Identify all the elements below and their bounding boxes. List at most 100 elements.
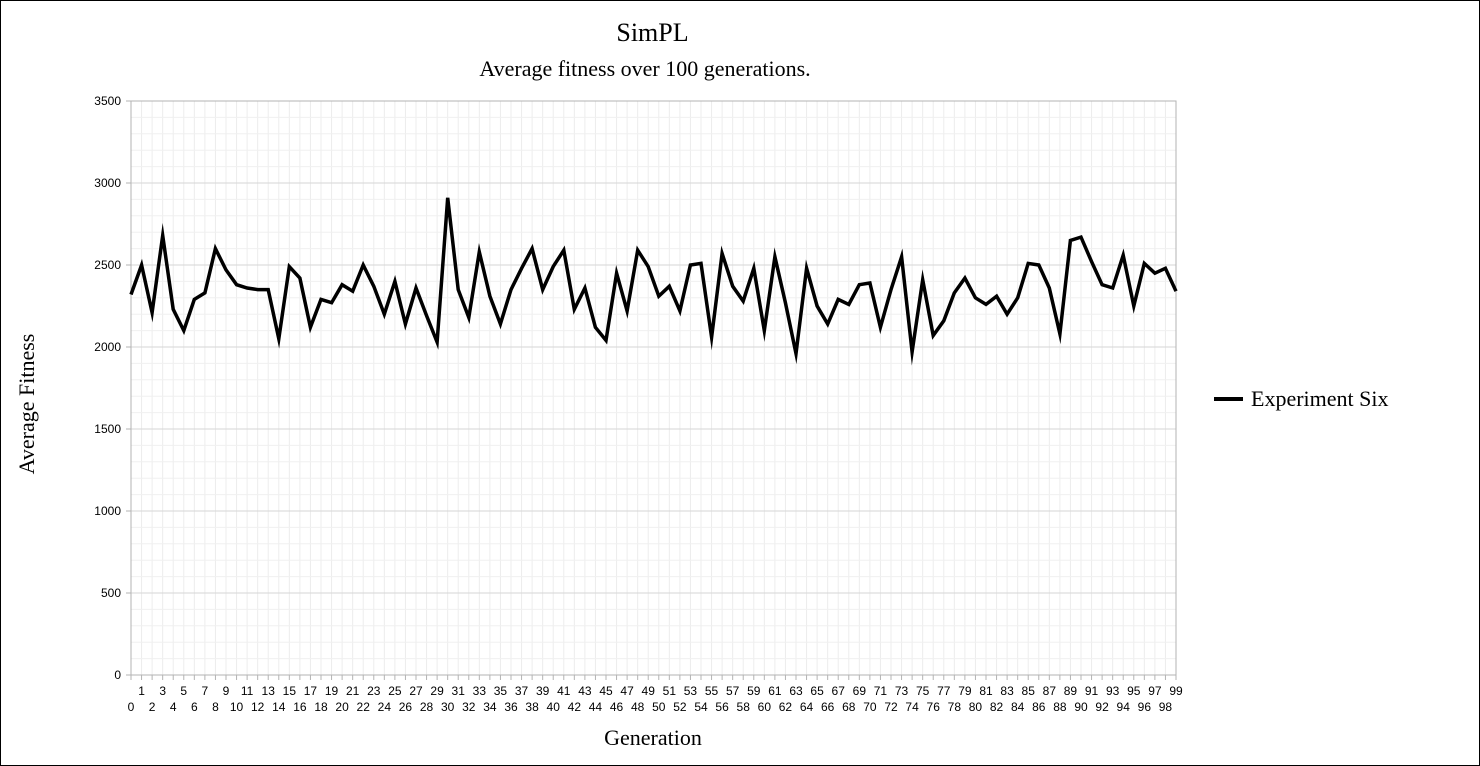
- x-tick-label: 81: [979, 684, 993, 698]
- plot-border: [130, 100, 1177, 676]
- x-tick-label: 42: [568, 700, 582, 714]
- x-tick-label: 45: [599, 684, 613, 698]
- x-tick-label: 97: [1148, 684, 1162, 698]
- x-tick-label: 13: [262, 684, 276, 698]
- x-tick-label: 4: [170, 700, 177, 714]
- y-tick-label: 500: [101, 586, 121, 600]
- x-tick-label: 61: [768, 684, 782, 698]
- x-tick-label: 90: [1074, 700, 1088, 714]
- series-group: [129, 197, 1178, 366]
- x-axis-title: Generation: [604, 725, 702, 750]
- x-tick-label: 62: [779, 700, 793, 714]
- x-tick-label: 93: [1106, 684, 1120, 698]
- x-tick-label: 22: [357, 700, 371, 714]
- y-tick-label: 1000: [94, 504, 121, 518]
- axes: [126, 100, 1177, 680]
- x-tick-label: 2: [149, 700, 156, 714]
- x-tick-label: 47: [620, 684, 634, 698]
- x-tick-label: 63: [789, 684, 803, 698]
- x-tick-label: 67: [832, 684, 846, 698]
- x-tick-label: 66: [821, 700, 835, 714]
- x-tick-label: 69: [853, 684, 867, 698]
- x-tick-label: 46: [610, 700, 624, 714]
- x-tick-label: 72: [884, 700, 898, 714]
- y-axis-title: Average Fitness: [14, 333, 39, 475]
- x-tick-label: 79: [958, 684, 972, 698]
- x-tick-label: 8: [212, 700, 219, 714]
- x-tick-label: 83: [1000, 684, 1014, 698]
- y-tick-label: 2000: [94, 340, 121, 354]
- x-tick-label: 27: [409, 684, 423, 698]
- x-tick-label: 24: [378, 700, 392, 714]
- chart-title: SimPL: [616, 18, 689, 47]
- x-tick-label: 25: [388, 684, 402, 698]
- legend-swatch: [1214, 397, 1243, 401]
- x-tick-label: 40: [547, 700, 561, 714]
- x-tick-label: 98: [1159, 700, 1173, 714]
- x-tick-label: 20: [335, 700, 349, 714]
- x-tick-label: 31: [452, 684, 466, 698]
- x-tick-label: 60: [758, 700, 772, 714]
- x-tick-label: 50: [652, 700, 666, 714]
- legend-label: Experiment Six: [1251, 386, 1389, 411]
- x-tick-label: 23: [367, 684, 381, 698]
- x-tick-label: 77: [937, 684, 951, 698]
- x-tick-label: 75: [916, 684, 930, 698]
- x-tick-label: 92: [1095, 700, 1109, 714]
- y-tick-label: 2500: [94, 258, 121, 272]
- x-tick-label: 80: [969, 700, 983, 714]
- x-tick-label: 19: [325, 684, 339, 698]
- x-tick-label: 55: [705, 684, 719, 698]
- x-tick-label: 65: [810, 684, 824, 698]
- x-tick-label: 49: [642, 684, 656, 698]
- x-tick-label: 28: [420, 700, 434, 714]
- x-tick-label: 76: [927, 700, 941, 714]
- x-tick-label: 94: [1117, 700, 1131, 714]
- x-tick-label: 38: [525, 700, 539, 714]
- x-tick-label: 33: [473, 684, 487, 698]
- x-tick-label: 73: [895, 684, 909, 698]
- x-tick-label: 52: [673, 700, 687, 714]
- x-tick-label: 39: [536, 684, 550, 698]
- x-tick-label: 64: [800, 700, 814, 714]
- x-tick-label: 86: [1032, 700, 1046, 714]
- x-tick-label: 89: [1064, 684, 1078, 698]
- chart-subtitle: Average fitness over 100 generations.: [479, 56, 811, 81]
- x-tick-label: 17: [304, 684, 318, 698]
- y-tick-label: 3000: [94, 176, 121, 190]
- x-tick-label: 44: [589, 700, 603, 714]
- x-tick-label: 7: [202, 684, 209, 698]
- x-tick-label: 16: [293, 700, 307, 714]
- x-tick-label: 57: [726, 684, 740, 698]
- x-tick-labels: 0123456789101112131415161718192021222324…: [128, 684, 1183, 714]
- x-tick-label: 48: [631, 700, 645, 714]
- x-tick-label: 41: [557, 684, 571, 698]
- x-tick-label: 58: [737, 700, 751, 714]
- x-tick-label: 3: [159, 684, 166, 698]
- y-tick-label: 3500: [94, 94, 121, 108]
- legend: Experiment Six: [1214, 386, 1388, 412]
- x-tick-label: 87: [1043, 684, 1057, 698]
- x-tick-label: 53: [684, 684, 698, 698]
- x-tick-label: 36: [504, 700, 518, 714]
- x-tick-label: 78: [948, 700, 962, 714]
- x-tick-label: 91: [1085, 684, 1099, 698]
- x-tick-label: 29: [430, 684, 444, 698]
- x-tick-label: 88: [1053, 700, 1067, 714]
- x-tick-label: 68: [842, 700, 856, 714]
- x-tick-label: 35: [494, 684, 508, 698]
- y-tick-label: 1500: [94, 422, 121, 436]
- x-tick-label: 12: [251, 700, 265, 714]
- x-tick-label: 30: [441, 700, 455, 714]
- x-tick-label: 95: [1127, 684, 1141, 698]
- x-tick-label: 26: [399, 700, 413, 714]
- x-tick-label: 1: [138, 684, 145, 698]
- x-tick-label: 99: [1169, 684, 1183, 698]
- x-tick-label: 14: [272, 700, 286, 714]
- x-tick-label: 74: [905, 700, 919, 714]
- minor-gridlines: [130, 101, 1177, 675]
- x-tick-label: 37: [515, 684, 529, 698]
- x-tick-label: 84: [1011, 700, 1025, 714]
- x-tick-label: 43: [578, 684, 592, 698]
